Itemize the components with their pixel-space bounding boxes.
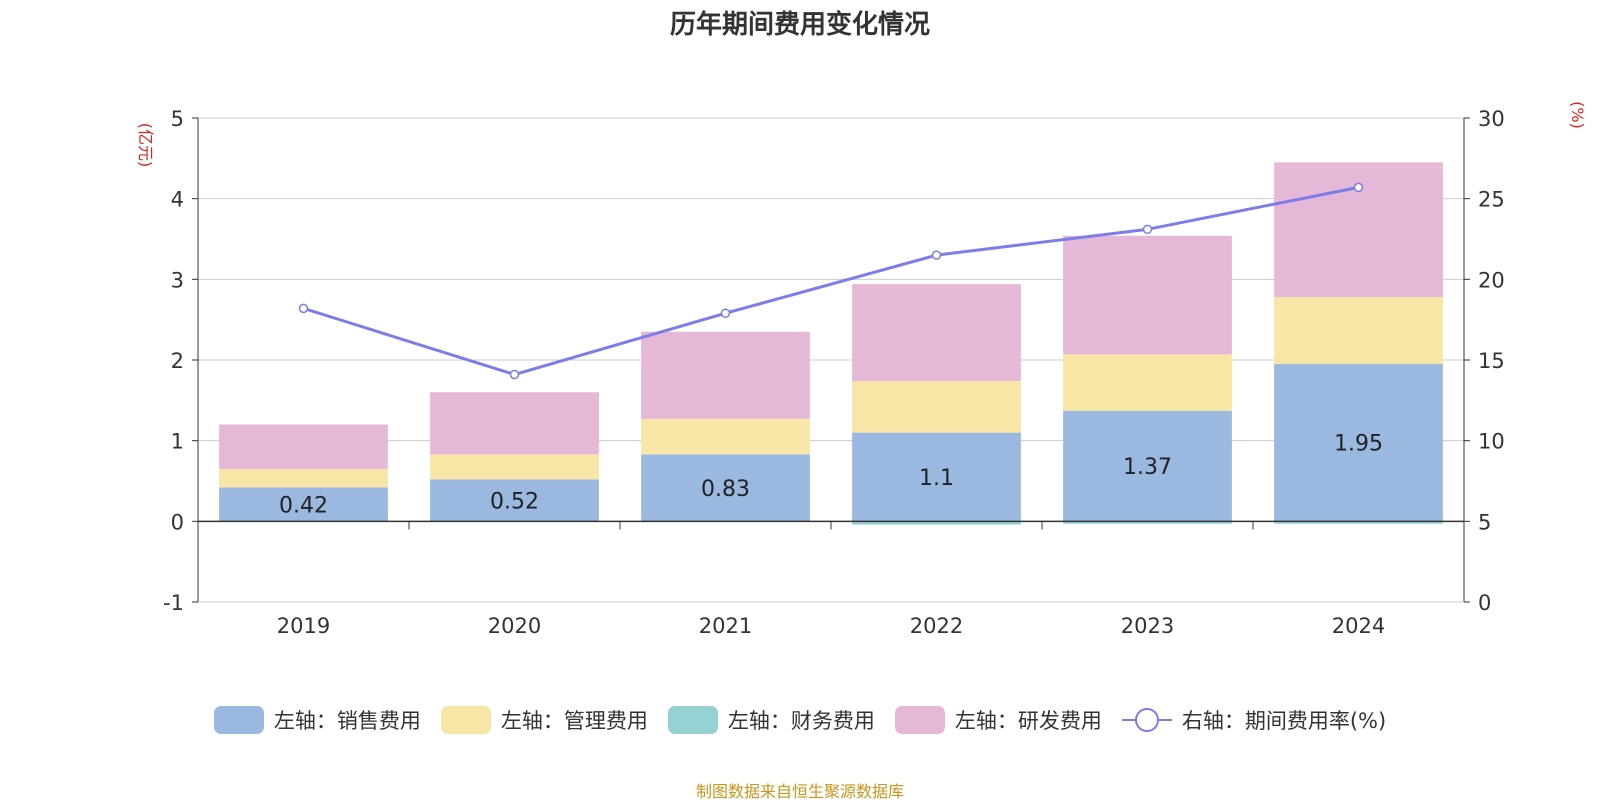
- bar-0-2020: [430, 479, 599, 522]
- x-tick-label: 2019: [277, 614, 330, 638]
- left-tick-label: 0: [171, 510, 184, 534]
- bar-3-2022: [852, 284, 1021, 381]
- bar-2-2022: [852, 521, 1021, 525]
- rate-point-2020: [509, 369, 520, 380]
- bar-3-2024: [1274, 162, 1443, 298]
- legend-item-admin[interactable]: 左轴：管理费用: [440, 705, 648, 735]
- data-label-sales-2024: 1.95: [1334, 432, 1383, 457]
- bar-0-2023: [1063, 410, 1232, 522]
- legend-label-admin: 左轴：管理费用: [500, 709, 648, 733]
- data-label-sales-2023: 1.37: [1123, 455, 1172, 480]
- legend-label-rd: 左轴：研发费用: [954, 709, 1102, 733]
- rate-point-2023: [1142, 224, 1153, 235]
- x-tick-label: 2021: [699, 614, 752, 638]
- left-tick-label: -1: [163, 591, 184, 615]
- legend: 左轴：销售费用 左轴：管理费用 左轴：财务费用 左轴：研发费用 右轴：期间费用率…: [0, 705, 1600, 735]
- data-label-sales-2021: 0.83: [701, 477, 750, 502]
- x-tick-label: 2020: [488, 614, 541, 638]
- right-axis-unit: (%): [1568, 101, 1587, 129]
- bar-1-2024: [1274, 297, 1443, 365]
- legend-item-finance[interactable]: 左轴：财务费用: [667, 705, 875, 735]
- legend-label-sales: 左轴：销售费用: [273, 709, 421, 733]
- data-label-sales-2022: 1.1: [919, 466, 954, 491]
- bar-3-2020: [430, 392, 599, 455]
- bar-1-2021: [641, 418, 810, 455]
- right-tick-label: 25: [1478, 188, 1505, 212]
- bar-2-2023: [1063, 521, 1232, 524]
- left-tick-label: 1: [171, 430, 184, 454]
- right-tick-label: 10: [1478, 430, 1505, 454]
- left-axis-unit: (亿元): [136, 123, 155, 168]
- left-tick-label: 5: [171, 107, 184, 131]
- left-tick-label: 2: [171, 349, 184, 373]
- rate-point-2022: [931, 250, 942, 260]
- bar-1-2019: [219, 468, 388, 488]
- bar-0-2024: [1274, 364, 1443, 522]
- bar-1-2020: [430, 454, 599, 480]
- bar-0-2022: [852, 432, 1021, 522]
- bar-3-2021: [641, 331, 810, 419]
- legend-swatch-admin: [440, 706, 491, 734]
- legend-item-rd[interactable]: 左轴：研发费用: [894, 705, 1102, 735]
- bar-0-2021: [641, 454, 810, 522]
- right-tick-label: 15: [1478, 349, 1505, 373]
- right-tick-label: 30: [1478, 107, 1505, 131]
- legend-swatch-rd: [894, 706, 945, 734]
- x-tick-label: 2023: [1121, 614, 1174, 638]
- bar-1-2022: [852, 380, 1021, 433]
- legend-item-rate[interactable]: 右轴：期间费用率(%): [1121, 705, 1387, 735]
- right-tick-label: 5: [1478, 510, 1491, 534]
- source-note: 制图数据来自恒生聚源数据库: [695, 782, 904, 801]
- right-tick-label: 0: [1478, 591, 1491, 615]
- rate-point-2021: [720, 308, 731, 318]
- legend-swatch-sales: [213, 706, 264, 734]
- rate-point-2024: [1353, 182, 1364, 193]
- bar-3-2019: [219, 424, 388, 469]
- data-label-sales-2019: 0.42: [279, 493, 328, 518]
- left-tick-label: 4: [171, 188, 184, 212]
- left-tick-label: 3: [171, 268, 184, 292]
- legend-label-finance: 左轴：财务费用: [727, 709, 875, 733]
- bar-2-2024: [1274, 521, 1443, 524]
- rate-point-2019: [298, 303, 309, 314]
- chart-plot: -1 0 1 2 3 4 5 0 5 10 15 20 25 30 (亿元) (%) 0.42 2019 0.52 2…: [136, 101, 1587, 638]
- bar-3-2023: [1063, 235, 1232, 355]
- bar-0-2019: [219, 487, 388, 522]
- data-label-sales-2020: 0.52: [490, 489, 539, 514]
- legend-line-rate-icon: [1121, 708, 1172, 732]
- x-tick-label: 2024: [1332, 614, 1385, 638]
- chart-title: 历年期间费用变化情况: [669, 10, 930, 40]
- x-tick-label: 2022: [910, 614, 963, 638]
- legend-item-sales[interactable]: 左轴：销售费用: [213, 705, 421, 735]
- bar-1-2023: [1063, 354, 1232, 411]
- legend-label-rate: 右轴：期间费用率(%): [1181, 709, 1387, 733]
- rate-line: [303, 185, 1359, 377]
- right-tick-label: 20: [1478, 268, 1505, 292]
- legend-swatch-finance: [667, 706, 718, 734]
